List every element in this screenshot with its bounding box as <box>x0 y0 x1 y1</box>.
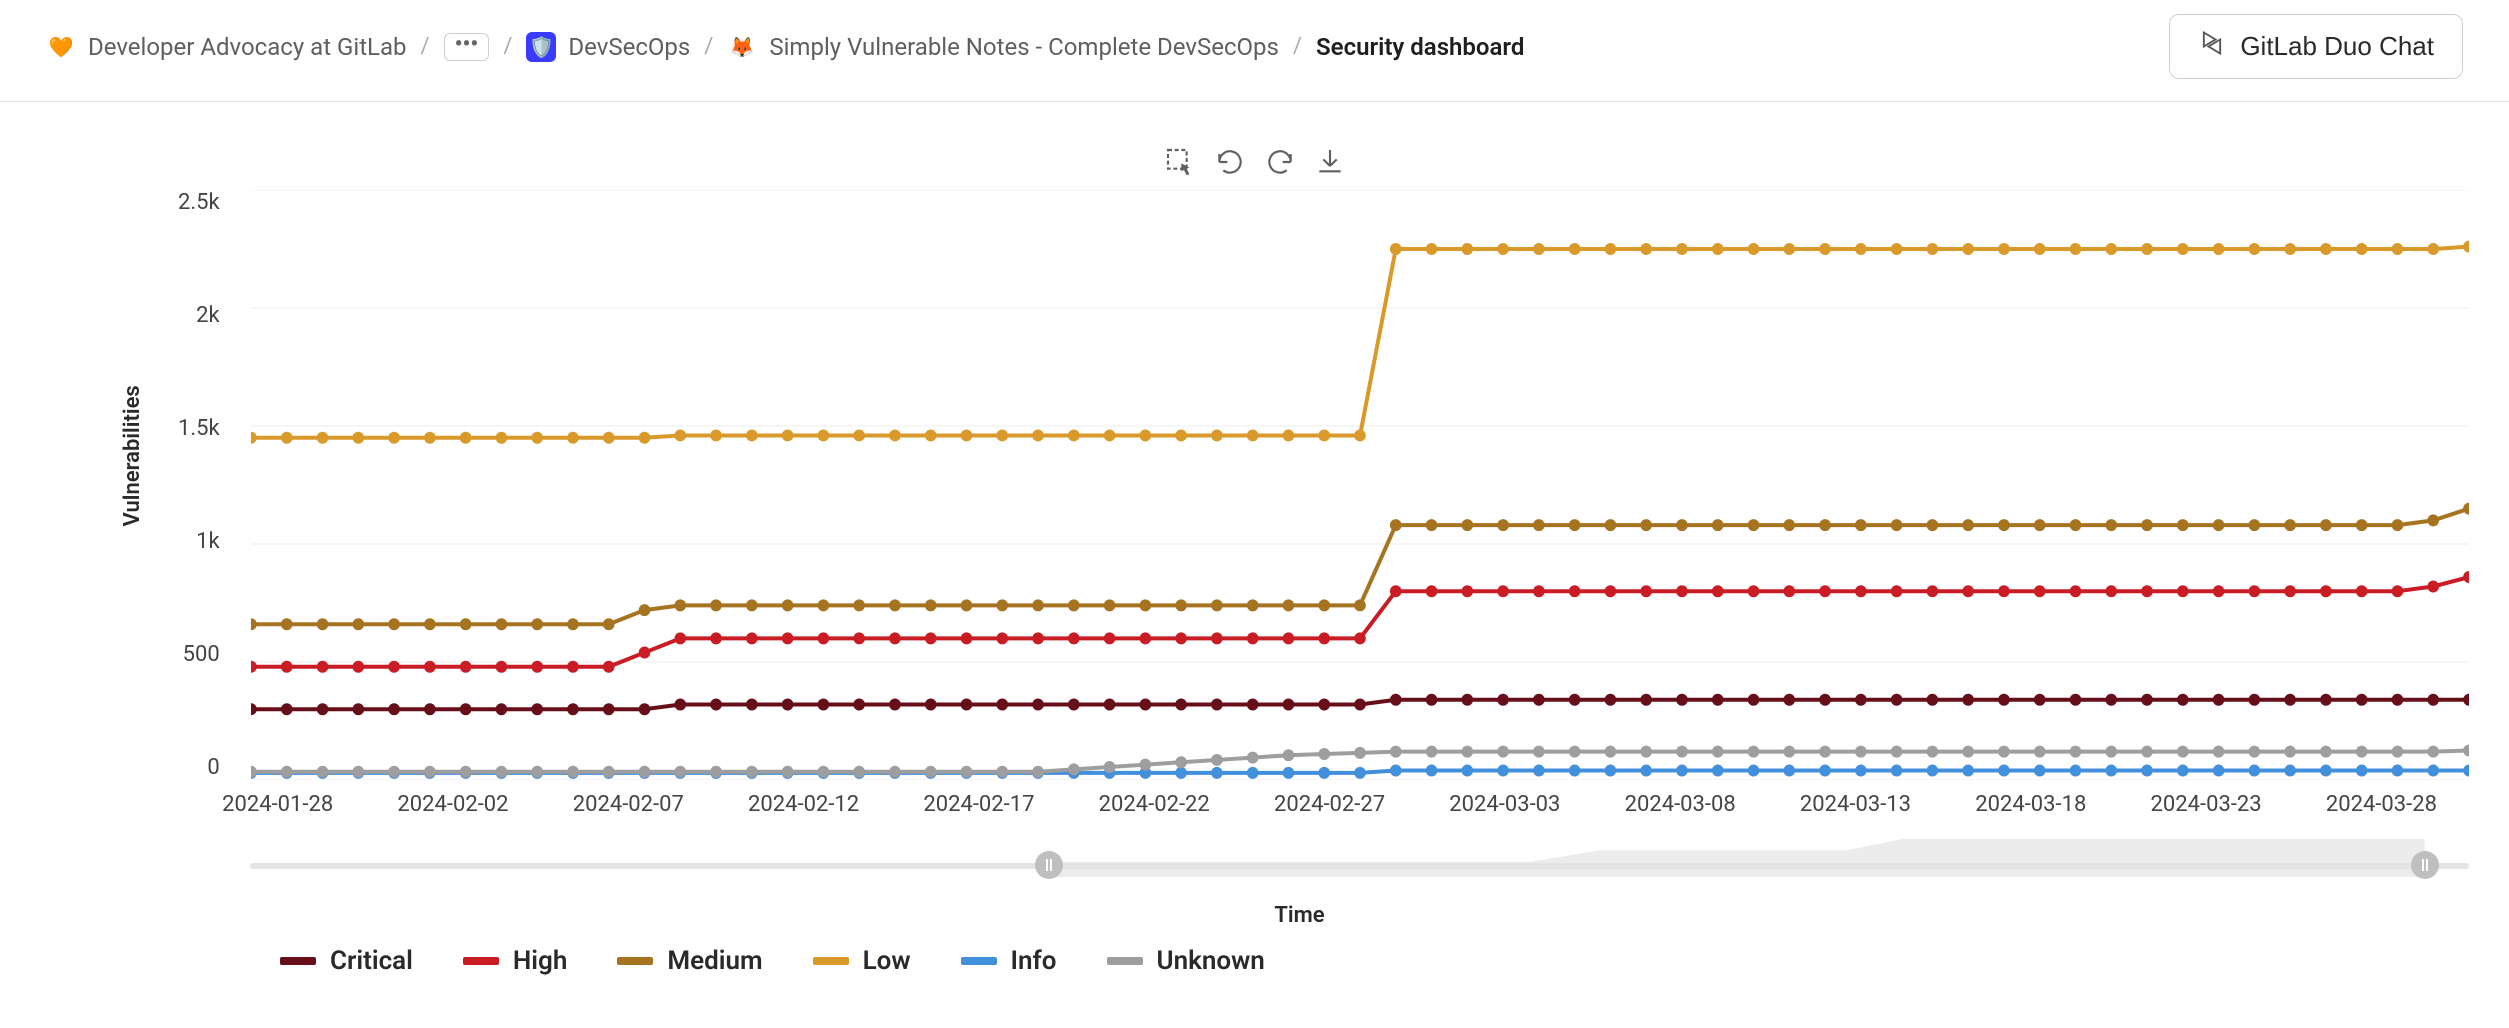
gitlab-duo-chat-button[interactable]: GitLab Duo Chat <box>2169 14 2463 79</box>
range-handle-left[interactable] <box>1035 851 1063 879</box>
breadcrumb-label: DevSecOps <box>568 33 690 61</box>
chart-x-ticks: 2024-01-282024-02-022024-02-072024-02-12… <box>190 780 2469 817</box>
breadcrumb-separator: / <box>704 34 713 59</box>
duo-button-label: GitLab Duo Chat <box>2240 31 2434 62</box>
breadcrumb-current: Security dashboard <box>1316 33 1524 61</box>
series-medium <box>251 503 2469 631</box>
chart-plot-area: 2.5k2k1.5k1k5000 <box>190 190 2469 780</box>
legend-swatch <box>813 957 849 965</box>
breadcrumb-icon: 🛡️ <box>526 32 556 62</box>
top-bar: 🧡 Developer Advocacy at GitLab / ••• / 🛡️ DevS… <box>0 0 2509 102</box>
legend-item-medium[interactable]: Medium <box>617 946 762 976</box>
range-fill <box>1049 839 2425 877</box>
legend-swatch <box>961 957 997 965</box>
range-track <box>250 863 2469 869</box>
breadcrumb-link[interactable]: 🦊 Simply Vulnerable Notes - Complete DevS… <box>727 32 1279 62</box>
legend-swatch <box>617 957 653 965</box>
legend-item-unknown[interactable]: Unknown <box>1107 946 1265 976</box>
legend-label: Low <box>863 946 911 976</box>
legend-label: High <box>513 946 567 976</box>
legend-item-low[interactable]: Low <box>813 946 911 976</box>
legend-swatch <box>280 957 316 965</box>
legend-swatch <box>463 957 499 965</box>
breadcrumb-label: Simply Vulnerable Notes - Complete DevSe… <box>769 33 1279 61</box>
y-tick-label: 2.5k <box>178 190 220 215</box>
download-icon[interactable] <box>1312 144 1348 180</box>
y-tick-label: 0 <box>207 755 219 780</box>
legend-label: Info <box>1011 946 1057 976</box>
chart-legend: Critical High Medium Low Info Unknown <box>280 946 2469 976</box>
x-tick-label: 2024-02-12 <box>716 792 891 817</box>
breadcrumb-separator: / <box>1293 34 1302 59</box>
breadcrumb-icon: 🧡 <box>46 32 76 62</box>
legend-label: Unknown <box>1157 946 1265 976</box>
breadcrumb-icon: 🦊 <box>727 32 757 62</box>
series-high <box>251 571 2469 673</box>
x-tick-label: 2024-02-17 <box>891 792 1066 817</box>
x-tick-label: 2024-02-02 <box>365 792 540 817</box>
chart-y-axis-label: Vulnerabilities <box>120 385 145 526</box>
chart-svg <box>251 190 2469 780</box>
redo-icon[interactable] <box>1262 144 1298 180</box>
breadcrumb-link[interactable]: 🧡 Developer Advocacy at GitLab <box>46 32 407 62</box>
series-critical <box>251 694 2469 715</box>
x-tick-label: 2024-03-13 <box>1768 792 1943 817</box>
undo-icon[interactable] <box>1212 144 1248 180</box>
x-tick-label: 2024-02-27 <box>1242 792 1417 817</box>
range-handle-right[interactable] <box>2411 851 2439 879</box>
x-tick-label: 2024-03-03 <box>1417 792 1592 817</box>
breadcrumb-separator: / <box>503 34 512 59</box>
x-tick-label: 2024-03-18 <box>1943 792 2118 817</box>
x-tick-label: 2024-03-28 <box>2294 792 2469 817</box>
legend-label: Critical <box>330 946 413 976</box>
breadcrumb-separator: / <box>421 34 430 59</box>
breadcrumb-label: Developer Advocacy at GitLab <box>88 33 407 61</box>
chart-range-selector[interactable] <box>250 835 2469 887</box>
legend-item-info[interactable]: Info <box>961 946 1057 976</box>
y-tick-label: 500 <box>183 642 220 667</box>
legend-swatch <box>1107 957 1143 965</box>
series-low <box>251 241 2469 444</box>
x-tick-label: 2024-03-08 <box>1593 792 1768 817</box>
security-dashboard-chart: Vulnerabilities 2.5k 2k 1.5k 1k 500 0 2024-01… <box>0 102 2509 976</box>
x-tick-label: 2024-03-23 <box>2118 792 2293 817</box>
chart-toolbar <box>40 122 2469 190</box>
y-tick-label: 1.5k <box>178 416 220 441</box>
chart-y-ticks: 2.5k 2k 1.5k 1k 500 0 <box>178 190 220 780</box>
legend-label: Medium <box>667 946 762 976</box>
chat-icon <box>2198 29 2226 64</box>
legend-item-critical[interactable]: Critical <box>280 946 413 976</box>
breadcrumb-label: Security dashboard <box>1316 33 1524 61</box>
x-tick-label: 2024-02-22 <box>1067 792 1242 817</box>
y-tick-label: 2k <box>196 303 220 328</box>
breadcrumb-ellipsis[interactable]: ••• <box>444 33 490 61</box>
y-tick-label: 1k <box>196 529 220 554</box>
breadcrumb-link[interactable]: 🛡️ DevSecOps <box>526 32 690 62</box>
select-area-icon[interactable] <box>1162 144 1198 180</box>
x-tick-label: 2024-01-28 <box>190 792 365 817</box>
chart-x-axis-label: Time <box>130 903 2469 928</box>
x-tick-label: 2024-02-07 <box>541 792 716 817</box>
breadcrumb: 🧡 Developer Advocacy at GitLab / ••• / 🛡️ DevS… <box>46 32 1524 62</box>
legend-item-high[interactable]: High <box>463 946 567 976</box>
